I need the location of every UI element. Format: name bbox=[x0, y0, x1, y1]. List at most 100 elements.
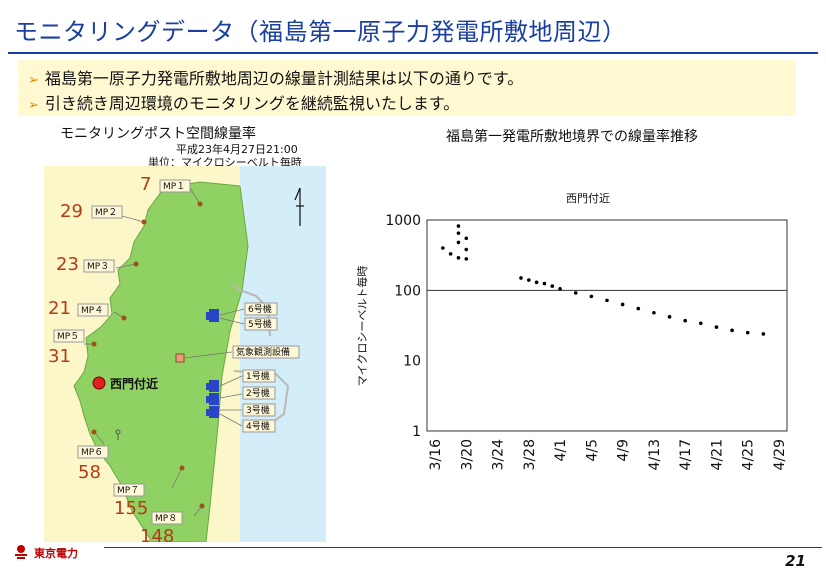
data-point bbox=[699, 321, 703, 326]
x-tick-label: 4/9 bbox=[616, 439, 632, 462]
unit-1-label: 1号機 bbox=[246, 370, 270, 382]
arrow-icon: ➢ bbox=[28, 98, 39, 113]
data-point bbox=[456, 224, 461, 228]
site-map: 西門付近 6号機 5号機 気象観測設備 1号機 2号機 3号機 4号機 MP１ … bbox=[44, 166, 326, 542]
map-title: モニタリングポスト空間線量率 bbox=[60, 126, 256, 142]
mp3-label: MP３ bbox=[87, 262, 109, 272]
data-point bbox=[441, 246, 445, 250]
leader-lines bbox=[84, 187, 245, 517]
y-axis-label: マイクロシーベルト毎時 bbox=[356, 266, 369, 387]
chart-subtitle: 西門付近 bbox=[566, 192, 610, 205]
mp4-value: 21 bbox=[48, 298, 71, 319]
map-unit: 単位：マイクロシーベルト毎時 bbox=[148, 156, 302, 169]
x-tick-label: 4/25 bbox=[741, 439, 757, 470]
x-tick-label: 4/21 bbox=[709, 439, 725, 470]
x-tick-labels: 3/16 3/20 3/24 3/28 4/1 4/5 4/9 4/13 4/17 4/21 4/2… bbox=[428, 439, 788, 471]
data-point bbox=[456, 231, 461, 235]
plot-area bbox=[426, 219, 788, 432]
data-point bbox=[542, 281, 547, 286]
company-name: 東京電力 bbox=[34, 547, 78, 560]
unit-3-label: 3号機 bbox=[246, 404, 270, 416]
mp4-label: MP４ bbox=[81, 306, 103, 316]
data-point bbox=[527, 278, 531, 282]
unit-4-label: 4号機 bbox=[246, 420, 270, 432]
data-point bbox=[652, 310, 656, 315]
data-point bbox=[456, 240, 461, 245]
bullet-item: ➢ 引き続き周辺環境のモニタリングを継続監視いたします。 bbox=[28, 94, 460, 113]
data-point bbox=[589, 294, 594, 299]
mp7-value: 155 bbox=[114, 498, 148, 519]
unit-labels: 6号機 5号機 気象観測設備 1号機 2号機 3号機 4号機 bbox=[232, 302, 300, 433]
seimon-label: 西門付近 bbox=[110, 376, 158, 391]
seimon-marker bbox=[92, 376, 106, 390]
data-point bbox=[636, 306, 641, 311]
y-tick-label: 10 bbox=[403, 354, 421, 370]
data-point bbox=[730, 328, 734, 333]
mp7-label: MP７ bbox=[117, 486, 139, 496]
x-tick-label: 3/16 bbox=[428, 439, 444, 471]
mp3-value: 23 bbox=[56, 254, 79, 275]
company-logo-icon bbox=[15, 545, 27, 559]
mp5-value: 31 bbox=[48, 346, 71, 367]
north-arrow-icon bbox=[294, 187, 304, 226]
data-point bbox=[550, 284, 555, 288]
mp6-value: 58 bbox=[78, 462, 101, 483]
x-tick-label: 3/28 bbox=[522, 439, 538, 470]
data-point bbox=[667, 315, 672, 319]
mp5-label: MP５ bbox=[57, 332, 79, 342]
x-tick-label: 4/5 bbox=[584, 439, 600, 462]
north-breakwater bbox=[231, 283, 271, 337]
mp-labels: MP１ MP２ MP３ MP４ MP５ MP６ MP７ MP８ bbox=[53, 179, 191, 525]
arrow-icon: ➢ bbox=[28, 73, 39, 88]
site-land bbox=[73, 181, 249, 542]
mp1-label: MP１ bbox=[163, 182, 185, 192]
chart-title: 福島第一発電所敷地境界での線量率推移 bbox=[446, 129, 698, 145]
mp1-value: 7 bbox=[140, 174, 151, 195]
mp2-label: MP２ bbox=[95, 208, 117, 218]
mp6-label: MP６ bbox=[81, 448, 103, 458]
x-tick-label: 4/13 bbox=[647, 439, 663, 470]
weather-label: 気象観測設備 bbox=[236, 346, 290, 358]
mp8-label: MP８ bbox=[155, 514, 177, 524]
unit-2-label: 2号機 bbox=[246, 387, 270, 399]
y-tick-label: 1000 bbox=[385, 213, 421, 229]
antenna-icon bbox=[115, 429, 121, 440]
data-point bbox=[573, 291, 578, 295]
unit-6-label: 6号機 bbox=[248, 303, 272, 315]
bullet-box: ➢ 福島第一原子力発電所敷地周辺の線量計測結果は以下の通りです。 ➢ 引き続き周辺環… bbox=[18, 60, 796, 116]
map-date: 平成23年4月27日21:00 bbox=[176, 143, 298, 156]
data-point bbox=[620, 302, 625, 307]
data-point bbox=[558, 287, 562, 291]
mp-values: 7 29 23 21 31 58 155 148 bbox=[48, 174, 174, 542]
mp2-value: 29 bbox=[60, 201, 83, 222]
data-point bbox=[683, 318, 687, 323]
data-point bbox=[714, 325, 719, 329]
monitoring-post-dots bbox=[91, 201, 205, 509]
unit-5-label: 5号機 bbox=[248, 318, 272, 330]
title-underline bbox=[8, 52, 818, 54]
bullet-item: ➢ 福島第一原子力発電所敷地周辺の線量計測結果は以下の通りです。 bbox=[28, 69, 524, 88]
x-tick-label: 4/1 bbox=[553, 439, 569, 462]
data-point bbox=[745, 330, 750, 335]
data-point bbox=[534, 280, 539, 285]
weather-station-marker bbox=[175, 353, 185, 363]
x-tick-label: 3/24 bbox=[491, 439, 507, 471]
data-point bbox=[464, 236, 469, 241]
y-tick-label: 100 bbox=[394, 283, 421, 299]
data-point bbox=[519, 276, 523, 280]
data-point bbox=[605, 298, 609, 303]
data-point bbox=[464, 247, 469, 252]
data-point bbox=[761, 332, 766, 336]
x-tick-label: 3/20 bbox=[459, 439, 475, 470]
y-tick-labels: 1 10 100 1000 bbox=[385, 213, 421, 440]
reactor-buildings bbox=[206, 309, 219, 418]
x-tick-label: 4/29 bbox=[772, 439, 788, 470]
page-number: 21 bbox=[785, 552, 806, 570]
dose-rate-chart: 西門付近 1 10 100 1000 3/16 3/20 3/24 3/28 4/1 4/5 4/… bbox=[356, 192, 788, 471]
mp8-value: 148 bbox=[140, 526, 174, 542]
x-tick-label: 4/17 bbox=[678, 439, 694, 470]
y-tick-label: 1 bbox=[412, 424, 421, 440]
data-point bbox=[456, 256, 461, 260]
footer-rule bbox=[104, 547, 822, 548]
data-point bbox=[464, 257, 469, 261]
